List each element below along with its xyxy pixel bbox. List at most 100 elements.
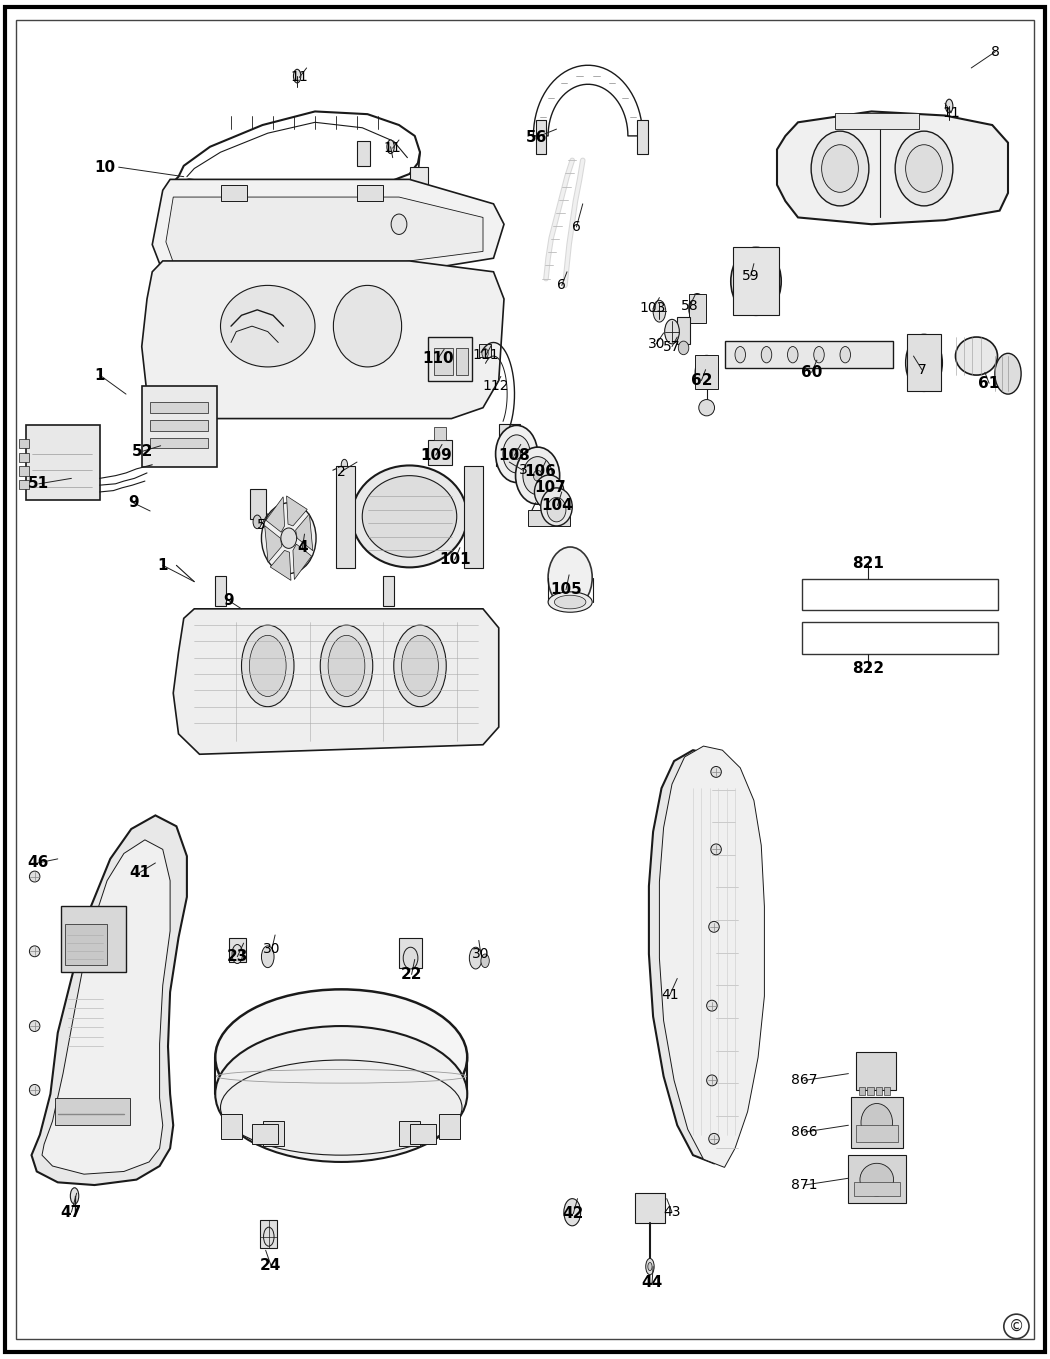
Ellipse shape	[821, 145, 859, 193]
Bar	[61, 906, 126, 972]
Ellipse shape	[895, 132, 953, 205]
Bar	[19, 439, 29, 448]
Ellipse shape	[946, 99, 953, 113]
Ellipse shape	[481, 954, 489, 968]
Ellipse shape	[711, 844, 721, 855]
Text: 46: 46	[27, 855, 48, 871]
Bar	[635, 1193, 665, 1223]
Text: 11: 11	[291, 71, 308, 84]
Text: 103: 103	[639, 302, 667, 315]
Polygon shape	[166, 197, 483, 262]
Bar	[802, 579, 998, 610]
Ellipse shape	[253, 515, 261, 529]
Ellipse shape	[548, 548, 592, 609]
Bar	[220, 1114, 242, 1139]
Bar	[434, 348, 453, 375]
Bar	[399, 1121, 420, 1146]
Ellipse shape	[523, 457, 552, 495]
Ellipse shape	[814, 347, 824, 363]
Ellipse shape	[391, 213, 407, 235]
Ellipse shape	[293, 69, 300, 83]
Text: 110: 110	[422, 351, 454, 367]
Ellipse shape	[861, 1104, 892, 1142]
Ellipse shape	[401, 636, 439, 696]
Text: 104: 104	[542, 497, 573, 514]
Text: ©: ©	[1009, 1318, 1024, 1335]
Ellipse shape	[29, 1021, 40, 1031]
Ellipse shape	[29, 1084, 40, 1095]
Bar	[399, 938, 422, 968]
Text: 11: 11	[943, 106, 960, 120]
Ellipse shape	[320, 625, 373, 707]
Ellipse shape	[328, 636, 365, 696]
Bar	[695, 355, 718, 389]
Ellipse shape	[699, 400, 715, 416]
Ellipse shape	[761, 347, 772, 363]
Bar	[439, 1114, 460, 1139]
Bar	[835, 113, 919, 129]
Ellipse shape	[386, 140, 395, 154]
Text: 51: 51	[28, 476, 49, 492]
Text: 9: 9	[128, 495, 139, 511]
Ellipse shape	[334, 285, 401, 367]
Text: 52: 52	[132, 443, 153, 459]
Bar	[65, 924, 107, 965]
Bar	[884, 1087, 890, 1095]
Ellipse shape	[564, 1199, 581, 1226]
Ellipse shape	[215, 1026, 467, 1162]
Ellipse shape	[261, 946, 274, 968]
Bar	[850, 1097, 903, 1148]
Ellipse shape	[482, 349, 488, 359]
Ellipse shape	[281, 527, 296, 548]
Text: 9: 9	[224, 593, 234, 609]
Text: 101: 101	[439, 552, 470, 568]
Ellipse shape	[653, 300, 666, 322]
Ellipse shape	[394, 625, 446, 707]
Text: 30: 30	[264, 942, 280, 955]
Bar	[496, 446, 517, 466]
Ellipse shape	[678, 341, 689, 355]
Ellipse shape	[711, 766, 721, 777]
Text: 56: 56	[526, 129, 547, 145]
Ellipse shape	[516, 447, 560, 504]
Polygon shape	[265, 526, 281, 563]
Bar	[336, 466, 355, 568]
Polygon shape	[142, 261, 504, 419]
Bar	[383, 576, 394, 606]
Text: 821: 821	[853, 556, 884, 572]
Ellipse shape	[341, 459, 348, 470]
Text: 108: 108	[499, 447, 530, 463]
Bar	[357, 141, 370, 166]
Polygon shape	[152, 179, 504, 272]
Text: 60: 60	[801, 364, 822, 381]
Bar	[854, 1182, 900, 1196]
Ellipse shape	[731, 247, 781, 315]
Text: 106: 106	[525, 463, 556, 480]
Ellipse shape	[29, 871, 40, 882]
Bar	[357, 185, 383, 201]
Text: 1: 1	[158, 557, 168, 573]
Ellipse shape	[220, 1060, 462, 1155]
Bar	[150, 402, 208, 413]
Text: 42: 42	[563, 1205, 584, 1222]
Bar	[250, 489, 266, 519]
Ellipse shape	[840, 347, 850, 363]
Bar	[410, 167, 428, 188]
Ellipse shape	[695, 356, 718, 390]
Ellipse shape	[665, 319, 679, 344]
Ellipse shape	[740, 260, 772, 303]
Text: 11: 11	[384, 141, 401, 155]
Bar	[528, 510, 570, 526]
Polygon shape	[270, 550, 291, 580]
Bar	[428, 337, 472, 381]
Ellipse shape	[707, 1075, 717, 1086]
Text: 1: 1	[94, 367, 105, 383]
Ellipse shape	[811, 132, 869, 205]
Bar	[163, 194, 184, 215]
Text: 43: 43	[664, 1205, 680, 1219]
Bar	[26, 425, 100, 500]
Text: 2: 2	[337, 465, 345, 478]
Bar	[229, 938, 246, 962]
Bar	[55, 1098, 130, 1125]
Bar	[907, 334, 941, 391]
